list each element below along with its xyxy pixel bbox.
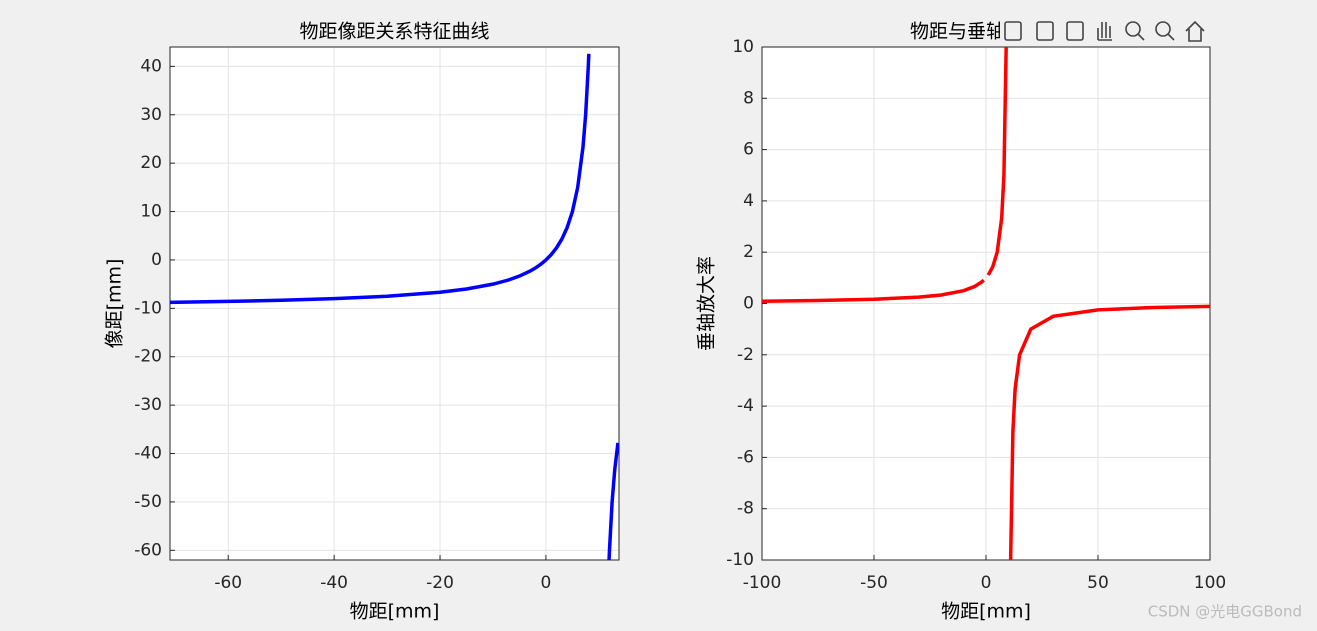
y-tick-label: 10	[140, 202, 162, 222]
icon-shape	[1004, 21, 1022, 41]
icon-shape	[1066, 21, 1084, 41]
toolbar	[1000, 16, 1212, 46]
y-tick-label: -20	[134, 347, 162, 367]
x-tick-label: 0	[541, 573, 552, 593]
y-tick-label: -10	[726, 550, 754, 570]
toolbar-icon[interactable]	[1036, 21, 1054, 41]
x-tick-label: -60	[214, 573, 242, 593]
chart-title: 物距像距关系特征曲线	[299, 21, 489, 43]
watermark: CSDN @光电GGBond	[1148, 603, 1302, 621]
icon-shape	[1125, 21, 1141, 37]
axes: -100 -50 0 50 100-10-8-6-4-20246810物距与垂轴放大率物…	[696, 21, 1227, 623]
y-tick-label: 6	[743, 140, 754, 160]
x-tick-label: 0	[981, 573, 992, 593]
y-tick-label: -60	[134, 540, 162, 560]
x-tick-label: -40	[320, 573, 348, 593]
x-tick-label: 100	[1194, 573, 1226, 593]
x-axis-label: 物距[mm]	[941, 601, 1031, 623]
y-tick-label: 10	[732, 37, 754, 57]
y-tick-label: -30	[134, 395, 162, 415]
axes-frame	[761, 46, 1211, 561]
y-axis-label: 像距[mm]	[104, 259, 126, 349]
toolbar-icon[interactable]	[1066, 21, 1084, 41]
y-tick-label: 30	[140, 105, 162, 125]
icon-shape	[1137, 33, 1145, 41]
toolbar-icon[interactable]	[1004, 21, 1022, 41]
toolbar-icon[interactable]	[1125, 21, 1145, 41]
toolbar-icon[interactable]	[1097, 22, 1112, 41]
y-tick-label: 8	[743, 88, 754, 108]
icon-shape	[1036, 21, 1054, 41]
y-tick-label: -6	[737, 447, 754, 467]
icon-shape	[1185, 20, 1205, 42]
y-tick-label: 2	[743, 242, 754, 262]
y-axis-label: 垂轴放大率	[696, 256, 718, 351]
plot-area	[170, 47, 619, 560]
x-axis-label: 物距[mm]	[350, 601, 440, 623]
y-tick-label: 0	[151, 250, 162, 270]
y-tick-label: 20	[140, 153, 162, 173]
toolbar-icon[interactable]	[1155, 21, 1175, 41]
y-tick-label: 0	[743, 294, 754, 314]
toolbar-icon[interactable]	[1185, 20, 1205, 42]
y-tick-label: 4	[743, 191, 754, 211]
y-tick-label: 40	[140, 56, 162, 76]
y-tick-label: -40	[134, 444, 162, 464]
icon-shape	[1155, 21, 1171, 37]
x-tick-label: -20	[426, 573, 454, 593]
x-tick-label: 50	[1087, 573, 1109, 593]
axes-frame	[169, 46, 620, 561]
y-tick-label: -4	[737, 396, 754, 416]
y-tick-label: -10	[134, 298, 162, 318]
x-tick-label: -100	[743, 573, 782, 593]
icon-shape	[1097, 22, 1112, 41]
icon-shape	[1167, 33, 1175, 41]
axes: -60 -40 -20 0 -60 -50 -40 -30 -20 -10 0 10 20 30 40 物距像…	[104, 21, 620, 623]
x-tick-label: -50	[860, 573, 888, 593]
data-line	[170, 53, 619, 560]
y-tick-label: -8	[737, 499, 754, 519]
y-tick-label: -2	[737, 345, 754, 365]
data-line	[762, 47, 1210, 560]
y-tick-label: -50	[134, 492, 162, 512]
